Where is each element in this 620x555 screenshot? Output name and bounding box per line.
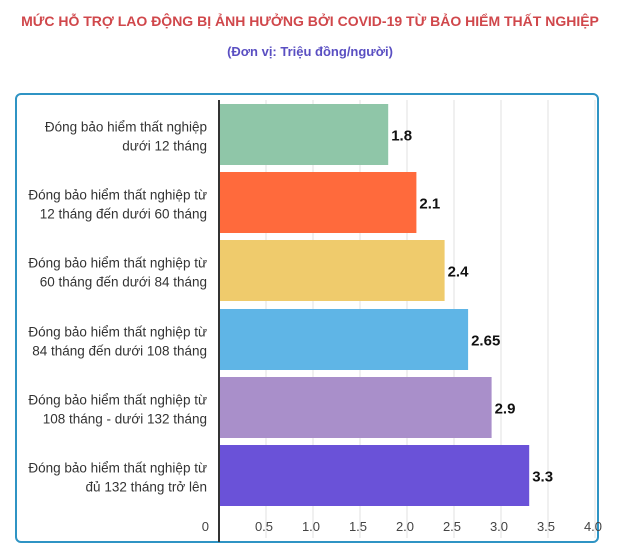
- value-label: 1.8: [391, 128, 412, 145]
- bar: [219, 240, 445, 301]
- bar: [219, 172, 417, 233]
- bar: [219, 104, 389, 165]
- x-tick-label: 3.5: [537, 519, 555, 534]
- bar: [219, 309, 469, 370]
- x-tick-label: 1.0: [302, 519, 320, 534]
- category-label: Đóng bảo hiểm thất nghiệp từ: [28, 393, 207, 408]
- x-tick-label: 0: [202, 519, 209, 534]
- value-label: 2.65: [471, 333, 500, 350]
- category-label: dưới 12 tháng: [122, 139, 207, 154]
- bar: [219, 445, 530, 506]
- value-label: 2.1: [419, 196, 440, 213]
- category-label: Đóng bảo hiểm thất nghiệp từ: [28, 325, 207, 340]
- category-label: 12 tháng đến dưới 60 tháng: [40, 207, 207, 222]
- x-tick-label: 2.0: [396, 519, 414, 534]
- x-tick-label: 4.0: [584, 519, 602, 534]
- category-label: 84 tháng đến dưới 108 tháng: [32, 344, 207, 359]
- category-label: Đóng bảo hiểm thất nghiệp từ: [28, 256, 207, 271]
- x-tick-label: 1.5: [349, 519, 367, 534]
- x-tick-label: 3.0: [490, 519, 508, 534]
- chart-title: MỨC HỖ TRỢ LAO ĐỘNG BỊ ẢNH HƯỞNG BỞI COV…: [21, 13, 599, 29]
- category-label: đủ 132 tháng trở lên: [86, 480, 207, 495]
- chart-frame: [15, 93, 599, 543]
- category-label: 60 tháng đến dưới 84 tháng: [40, 275, 207, 290]
- chart-subtitle: (Đơn vị: Triệu đồng/người): [227, 44, 393, 59]
- value-label: 2.4: [448, 264, 470, 281]
- bar: [219, 377, 492, 438]
- x-tick-label: 2.5: [443, 519, 461, 534]
- category-label: 108 tháng - dưới 132 tháng: [43, 412, 207, 427]
- category-label: Đóng bảo hiểm thất nghiệp: [45, 120, 207, 135]
- value-label: 2.9: [495, 401, 516, 418]
- category-label: Đóng bảo hiểm thất nghiệp từ: [28, 461, 207, 476]
- value-label: 3.3: [532, 469, 553, 486]
- category-label: Đóng bảo hiểm thất nghiệp từ: [28, 188, 207, 203]
- x-tick-label: 0.5: [255, 519, 273, 534]
